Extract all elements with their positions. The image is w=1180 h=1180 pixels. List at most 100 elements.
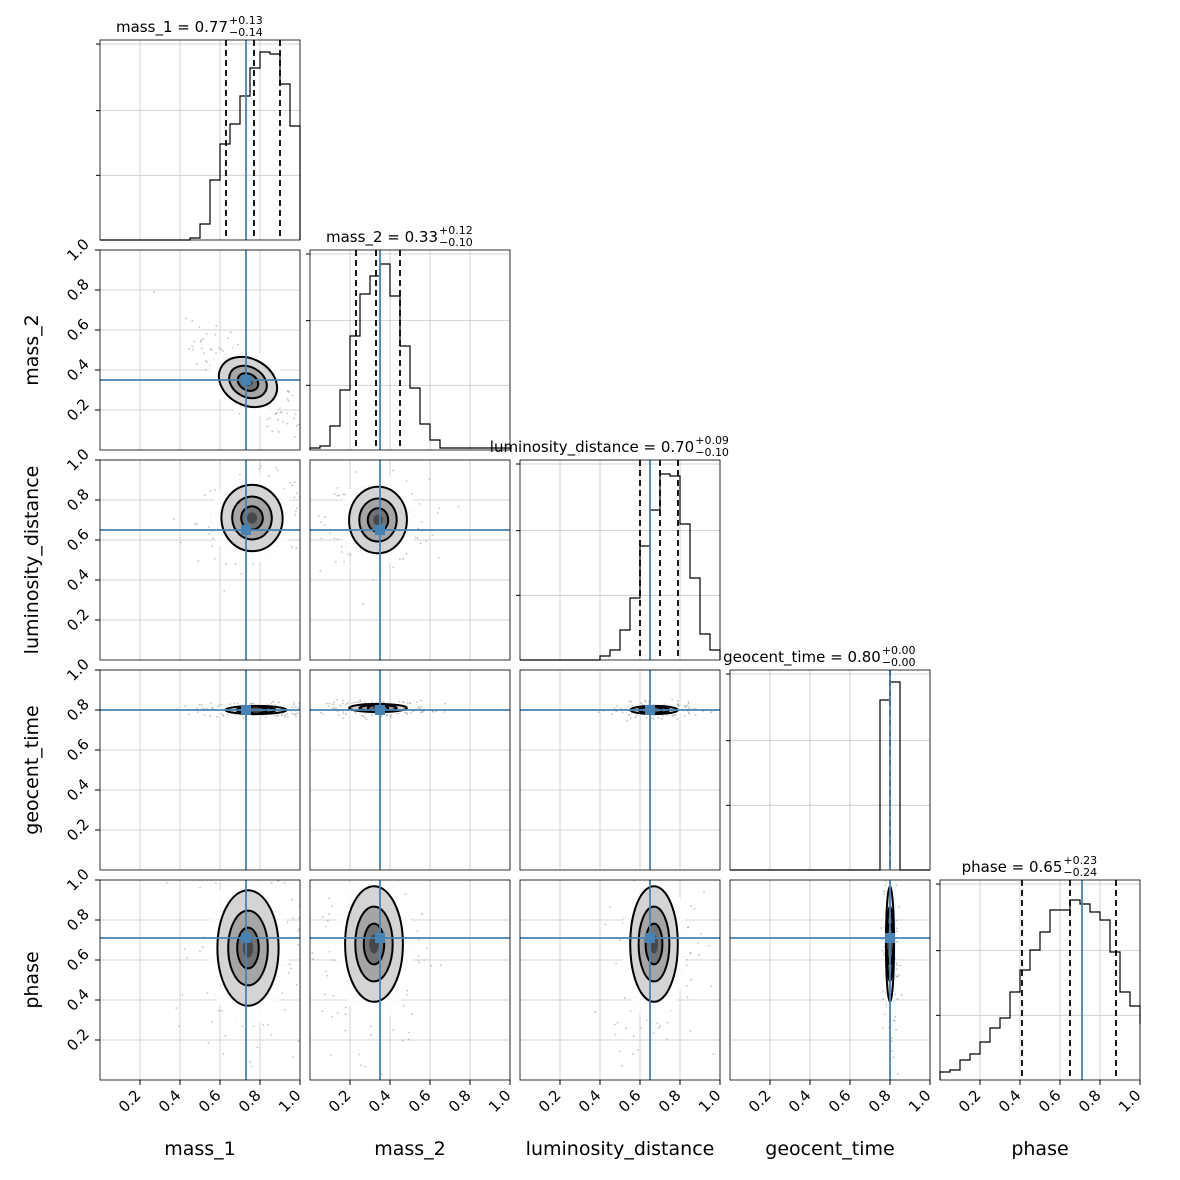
scatter-point xyxy=(406,702,409,704)
scatter-point xyxy=(252,702,255,705)
scatter-point xyxy=(887,860,889,862)
scatter-point xyxy=(214,861,216,863)
scatter-point xyxy=(411,1013,414,1016)
scatter-point xyxy=(308,434,310,436)
scatter-point xyxy=(355,471,357,473)
scatter-point xyxy=(323,516,326,518)
scatter-point xyxy=(895,927,898,930)
panel-frame xyxy=(99,669,301,871)
scatter-point xyxy=(646,866,648,868)
scatter-point xyxy=(293,496,296,499)
scatter-point xyxy=(880,864,882,866)
panel-frame xyxy=(729,879,931,1081)
scatter-point xyxy=(345,713,347,716)
scatter-point xyxy=(251,563,254,565)
x-tick-label: 1.0 xyxy=(695,1086,725,1116)
scatter-point xyxy=(320,711,322,714)
panel-title-mass_1: mass_1 = 0.77 +0.13−0.14 xyxy=(116,14,263,39)
scatter-point xyxy=(194,523,197,525)
scatter-point xyxy=(252,1025,255,1028)
scatter-point xyxy=(231,872,233,874)
scatter-point xyxy=(202,707,205,710)
scatter-point xyxy=(202,946,204,949)
scatter-point xyxy=(643,852,645,854)
scatter-point xyxy=(175,1007,178,1009)
scatter-point xyxy=(341,702,344,705)
panel-title-mass_2: mass_2 = 0.33 +0.12−0.10 xyxy=(326,224,473,249)
scatter-point xyxy=(153,291,155,294)
x-tick-label: 0.6 xyxy=(405,1086,435,1116)
scatter-point xyxy=(291,484,294,487)
scatter-point xyxy=(234,562,237,565)
scatter-point xyxy=(302,709,304,711)
scatter-point xyxy=(342,712,345,715)
scatter-point xyxy=(420,711,422,714)
scatter-point xyxy=(423,959,426,962)
scatter-point xyxy=(206,360,208,363)
scatter-point xyxy=(635,714,638,717)
scatter-point xyxy=(293,701,295,704)
scatter-point xyxy=(384,835,386,837)
scatter-point xyxy=(884,884,887,887)
panel-title-minus: −0.00 xyxy=(882,656,916,669)
panel-title-plus: +0.00 xyxy=(882,644,916,657)
scatter-point xyxy=(293,417,295,420)
scatter-point xyxy=(211,1021,213,1023)
y-tick-label: 0.2 xyxy=(63,605,93,635)
x-tick-label: 0.2 xyxy=(325,1086,355,1116)
scatter-point xyxy=(688,711,690,714)
scatter-point xyxy=(629,716,632,719)
scatter-point xyxy=(405,552,408,555)
truth-marker xyxy=(241,525,251,535)
scatter-point xyxy=(237,343,239,346)
scatter-point xyxy=(357,701,360,704)
scatter-point xyxy=(884,842,886,844)
scatter-point xyxy=(887,866,889,868)
panel-frame xyxy=(99,879,301,1081)
joint-panel-mass_2-luminosity_distance xyxy=(310,460,510,660)
scatter-point xyxy=(895,940,898,943)
scatter-point xyxy=(430,964,433,967)
scatter-point xyxy=(287,399,290,402)
scatter-point xyxy=(411,492,413,495)
scatter-point xyxy=(372,877,374,879)
scatter-point xyxy=(346,702,349,704)
scatter-point xyxy=(334,560,337,563)
scatter-point xyxy=(333,707,336,710)
scatter-point xyxy=(206,992,209,994)
scatter-point xyxy=(295,510,297,513)
x-tick-label: 0.4 xyxy=(785,1086,815,1116)
scatter-point xyxy=(697,942,700,945)
scatter-point xyxy=(894,975,897,977)
scatter-point xyxy=(436,512,439,514)
scatter-point xyxy=(437,556,440,559)
scatter-point xyxy=(181,993,184,996)
scatter-point xyxy=(294,513,297,516)
x-tick-label: 0.6 xyxy=(615,1086,645,1116)
scatter-point xyxy=(406,989,409,992)
joint-panel-luminosity_distance-phase xyxy=(520,852,720,1080)
scatter-point xyxy=(327,705,330,708)
scatter-point xyxy=(294,413,297,416)
scatter-point xyxy=(708,944,711,947)
scatter-point xyxy=(311,951,314,954)
scatter-point xyxy=(205,333,208,335)
scatter-point xyxy=(287,391,290,393)
scatter-point xyxy=(335,707,338,710)
scatter-point xyxy=(297,930,300,932)
panel-frame xyxy=(309,459,511,661)
scatter-point xyxy=(214,333,217,336)
scatter-point xyxy=(402,1004,405,1007)
scatter-point xyxy=(698,954,700,956)
scatter-point xyxy=(334,493,336,496)
scatter-point xyxy=(291,394,294,397)
scatter-point xyxy=(336,486,339,489)
scatter-point xyxy=(630,701,632,703)
scatter-point xyxy=(611,713,613,716)
scatter-point xyxy=(392,566,395,569)
scatter-point xyxy=(443,702,446,705)
scatter-point xyxy=(226,337,229,340)
scatter-point xyxy=(325,970,327,973)
scatter-point xyxy=(172,518,175,520)
panel-title-minus: −0.10 xyxy=(439,236,473,249)
